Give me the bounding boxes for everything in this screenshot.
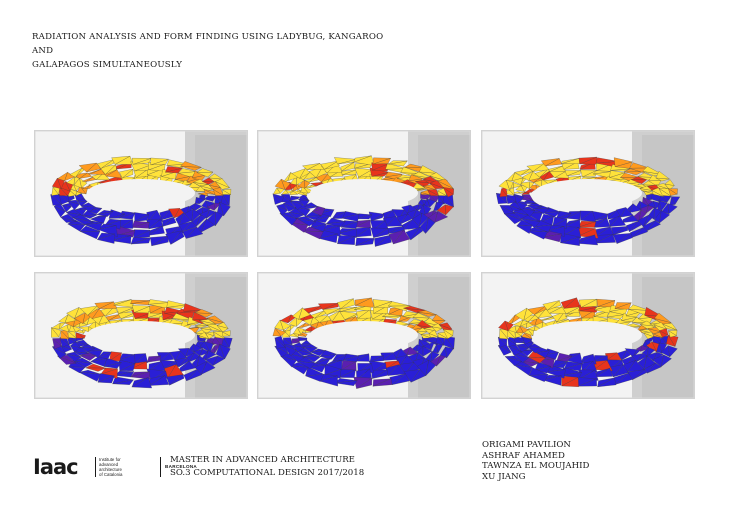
logo-institute-line: of Catalonia (99, 472, 123, 477)
mesh-render (482, 273, 694, 398)
logo-institute-line: architecture (99, 467, 122, 472)
page-title: RADIATION ANALYSIS AND FORM FINDING USIN… (32, 30, 392, 72)
project-credits: ORIGAMI PAVILION ASHRAF AHAMED TAWNZA EL… (482, 440, 589, 482)
mesh-render (482, 131, 694, 256)
mesh-render (35, 273, 247, 398)
logo-divider (160, 457, 161, 477)
logo-city: BARCELONA (165, 464, 198, 469)
render-panel-6 (481, 272, 695, 399)
mesh-render (258, 273, 470, 398)
render-panel-4 (34, 272, 248, 399)
render-panel-2 (257, 130, 471, 257)
mesh-render (258, 131, 470, 256)
render-panel-3 (481, 130, 695, 257)
course-name: SO.3 COMPUTATIONAL DESIGN 2017/2018 (170, 468, 365, 478)
logo-wordmark: Iaac (33, 455, 79, 479)
author-name: XU JIANG (482, 471, 526, 482)
mesh-render (35, 131, 247, 256)
project-name: ORIGAMI PAVILION (482, 440, 571, 450)
render-panel-5 (257, 272, 471, 399)
page-title-line2: GALAPAGOS SIMULTANEOUSLY (32, 60, 183, 70)
logo-institute-line: advanced (99, 462, 119, 467)
program-name: MASTER IN ADVANCED ARCHITECTURE (170, 455, 355, 465)
logo-divider (95, 457, 96, 477)
author-name: ASHRAF AHAMED (482, 450, 565, 461)
logo-institute-line: Institute for (99, 457, 121, 462)
page-title-line1: RADIATION ANALYSIS AND FORM FINDING USIN… (32, 32, 384, 56)
logo-institute-text: Institute for advanced architecture of C… (99, 457, 151, 477)
program-info: MASTER IN ADVANCED ARCHITECTURE SO.3 COM… (170, 454, 364, 480)
render-panel-1 (34, 130, 248, 257)
author-name: TAWNZA EL MOUJAHID (482, 461, 590, 471)
